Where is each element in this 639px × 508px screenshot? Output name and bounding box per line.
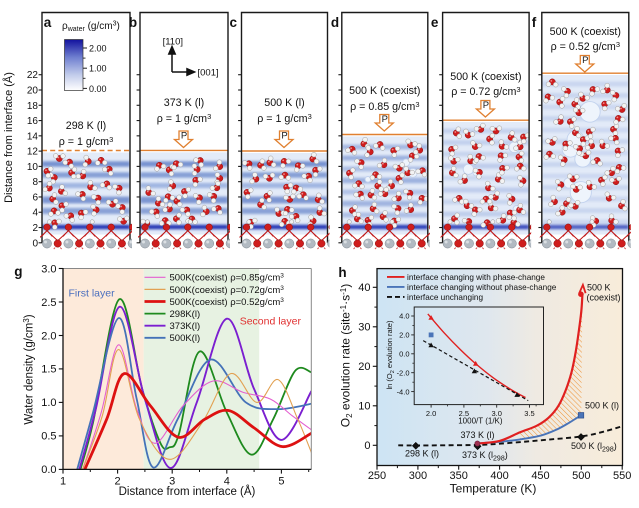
svg-text:d: d	[331, 15, 339, 30]
svg-text:1.5: 1.5	[41, 364, 56, 376]
svg-text:Distance from interface (Å): Distance from interface (Å)	[119, 485, 256, 498]
svg-text:Temperature (K): Temperature (K)	[450, 482, 537, 496]
svg-text:298 K (l): 298 K (l)	[405, 449, 439, 459]
svg-text:g: g	[14, 264, 22, 279]
svg-text:12: 12	[27, 147, 39, 158]
svg-text:300: 300	[409, 470, 427, 482]
svg-text:interface changing with phase-: interface changing with phase-change	[407, 273, 545, 282]
svg-text:ρ = 0.52 g/cm3: ρ = 0.52 g/cm3	[551, 40, 620, 53]
svg-text:500K(coexist) ρ=0.52g/cm3: 500K(coexist) ρ=0.52g/cm3	[170, 297, 285, 308]
svg-text:18: 18	[27, 101, 39, 112]
svg-text:Water density (g/cm3): Water density (g/cm3)	[22, 314, 36, 424]
svg-text:0.0: 0.0	[399, 350, 409, 359]
svg-text:2.0: 2.0	[399, 331, 409, 340]
svg-text:450: 450	[531, 470, 549, 482]
svg-text:3.0: 3.0	[491, 409, 501, 418]
svg-text:1000/T (1/K): 1000/T (1/K)	[458, 417, 503, 426]
svg-text:-2.0: -2.0	[397, 368, 410, 377]
svg-text:20: 20	[27, 86, 39, 97]
svg-text:500: 500	[572, 470, 590, 482]
svg-text:e: e	[431, 15, 439, 30]
svg-text:40: 40	[358, 282, 370, 294]
svg-text:500 K (l): 500 K (l)	[585, 401, 619, 411]
svg-text:ρ = 1 g/cm3: ρ = 1 g/cm3	[157, 112, 212, 125]
svg-text:Distance from interface (Å): Distance from interface (Å)	[2, 72, 15, 203]
svg-text:10: 10	[358, 401, 370, 413]
svg-text:16: 16	[27, 116, 39, 127]
svg-text:500K(l): 500K(l)	[170, 333, 201, 344]
svg-text:ρ = 1 g/cm3: ρ = 1 g/cm3	[59, 135, 114, 148]
svg-text:4: 4	[224, 475, 230, 487]
svg-text:500 K (coexist): 500 K (coexist)	[550, 26, 621, 38]
svg-text:298K(l): 298K(l)	[170, 309, 201, 320]
svg-text:First layer: First layer	[69, 287, 116, 299]
svg-text:b: b	[129, 15, 137, 30]
svg-text:0.00: 0.00	[89, 84, 107, 94]
svg-text:500K(coexist) ρ=0.72g/cm3: 500K(coexist) ρ=0.72g/cm3	[170, 285, 285, 296]
svg-text:ρwater (g/cm3): ρwater (g/cm3)	[62, 21, 120, 34]
svg-text:interface changing without pha: interface changing without phase-change	[407, 283, 557, 292]
svg-text:a: a	[44, 15, 52, 30]
svg-text:interface unchanging: interface unchanging	[407, 293, 483, 302]
svg-text:22: 22	[27, 70, 39, 81]
svg-text:4: 4	[32, 208, 38, 219]
svg-text:0.5: 0.5	[41, 431, 56, 443]
svg-text:500 K (coexist): 500 K (coexist)	[349, 85, 420, 97]
svg-text:-4.0: -4.0	[397, 387, 410, 396]
svg-text:500 K (l): 500 K (l)	[264, 97, 304, 109]
svg-text:0: 0	[364, 440, 370, 452]
svg-text:350: 350	[450, 470, 468, 482]
svg-text:(coexist): (coexist)	[587, 293, 621, 303]
svg-text:ρ = 0.72 g/cm3: ρ = 0.72 g/cm3	[451, 85, 520, 98]
svg-text:550: 550	[613, 470, 631, 482]
svg-text:c: c	[230, 15, 238, 30]
svg-text:500 K (coexist): 500 K (coexist)	[450, 71, 521, 83]
svg-text:2.00: 2.00	[89, 44, 107, 54]
svg-text:8: 8	[32, 177, 38, 188]
svg-text:2: 2	[32, 223, 38, 234]
svg-text:14: 14	[27, 131, 39, 142]
svg-text:30: 30	[358, 322, 370, 334]
svg-text:P: P	[582, 55, 588, 66]
svg-text:P: P	[281, 131, 287, 142]
svg-text:3: 3	[169, 475, 175, 487]
svg-text:2.0: 2.0	[426, 409, 436, 418]
svg-text:1.00: 1.00	[89, 64, 107, 74]
svg-text:500K(coexist) ρ=0.85g/cm3: 500K(coexist) ρ=0.85g/cm3	[170, 273, 285, 284]
svg-text:ρ = 1 g/cm3: ρ = 1 g/cm3	[257, 112, 312, 125]
svg-text:h: h	[338, 265, 346, 280]
svg-text:P: P	[483, 100, 489, 111]
svg-text:2.5: 2.5	[459, 409, 469, 418]
svg-text:4.0: 4.0	[399, 312, 409, 321]
svg-text:373 K (l): 373 K (l)	[461, 430, 495, 440]
svg-text:0: 0	[32, 238, 38, 249]
svg-text:2.5: 2.5	[41, 297, 56, 309]
svg-text:f: f	[532, 15, 537, 30]
svg-text:400: 400	[490, 470, 508, 482]
svg-text:20: 20	[358, 361, 370, 373]
svg-text:ρ = 0.85 g/cm3: ρ = 0.85 g/cm3	[350, 100, 419, 113]
svg-text:2.0: 2.0	[41, 330, 56, 342]
svg-text:[001]: [001]	[198, 68, 219, 79]
svg-text:373K(l): 373K(l)	[170, 321, 201, 332]
svg-text:10: 10	[27, 162, 39, 173]
svg-text:P: P	[382, 114, 388, 125]
svg-text:2: 2	[115, 475, 121, 487]
svg-text:250: 250	[368, 470, 386, 482]
svg-text:373 K (l): 373 K (l)	[164, 97, 204, 109]
svg-text:5: 5	[278, 475, 284, 487]
svg-text:1: 1	[60, 475, 66, 487]
svg-text:O2 evolution rate (site-1·s-1): O2 evolution rate (site-1·s-1)	[339, 284, 355, 427]
svg-text:[110]: [110]	[163, 37, 183, 48]
svg-text:3.5: 3.5	[524, 409, 534, 418]
svg-text:0.0: 0.0	[41, 464, 56, 476]
svg-text:3.0: 3.0	[41, 263, 56, 275]
svg-text:P: P	[181, 131, 187, 142]
svg-text:500 K: 500 K	[587, 282, 611, 292]
svg-text:Second layer: Second layer	[240, 315, 302, 327]
svg-text:298 K (l): 298 K (l)	[66, 120, 106, 132]
svg-text:ln (O2 evolution rate): ln (O2 evolution rate)	[385, 320, 396, 389]
svg-text:1.0: 1.0	[41, 397, 56, 409]
svg-text:6: 6	[32, 193, 38, 204]
